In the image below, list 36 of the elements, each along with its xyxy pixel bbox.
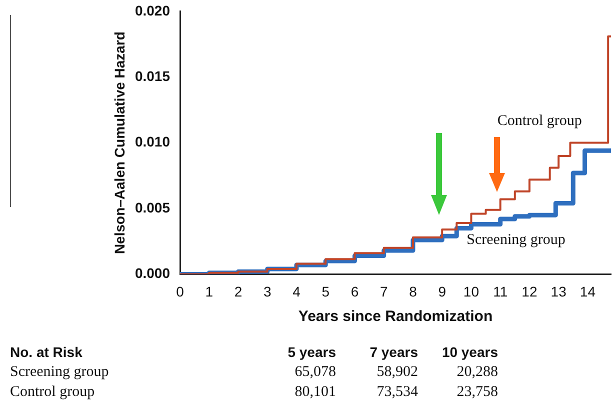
x-axis-title: Years since Randomization	[298, 308, 493, 326]
x-tick-label: 11	[493, 283, 508, 300]
x-tick-label: 8	[409, 283, 418, 300]
x-tick-label: 2	[234, 283, 242, 300]
x-tick-label: 5	[322, 283, 330, 300]
text: 20,288	[456, 363, 499, 382]
text: 65,078	[294, 363, 337, 382]
x-tick-label: 10	[463, 283, 480, 300]
y-tick-label: 0.010	[134, 134, 170, 150]
x-tick-label: 9	[438, 283, 446, 300]
text: No. at Risk	[10, 343, 84, 362]
x-tick-label: 3	[263, 283, 272, 300]
text: 7 years	[368, 343, 419, 362]
y-tick-label: 0.015	[134, 68, 170, 84]
text: Screening group	[10, 363, 110, 382]
x-tick-label: 0	[176, 283, 184, 300]
text: 73,534	[376, 383, 419, 402]
text: 80,101	[294, 383, 337, 402]
x-tick-label: 7	[380, 283, 388, 300]
text: 23,758	[456, 383, 499, 402]
y-tick-label: 0.005	[134, 199, 170, 216]
x-tick-label: 4	[292, 283, 301, 300]
text: 5 years	[286, 343, 337, 362]
x-tick-label: 6	[350, 283, 359, 300]
series-label: Screening group	[466, 232, 566, 248]
y-tick-label: 0.020	[134, 2, 170, 18]
x-tick-label: 13	[550, 283, 567, 300]
x-tick-label: 12	[522, 283, 538, 300]
series-label: Control group	[497, 113, 582, 130]
y-axis-title: Nelson–Aalen Cumulative Hazard	[111, 32, 128, 254]
text: 10 years	[440, 343, 499, 362]
x-tick-label: 1	[205, 283, 214, 300]
y-tick-label: 0.000	[134, 265, 170, 282]
text: Control group	[10, 383, 96, 402]
text: 58,902	[376, 363, 419, 382]
x-tick-label: 14	[580, 283, 596, 300]
